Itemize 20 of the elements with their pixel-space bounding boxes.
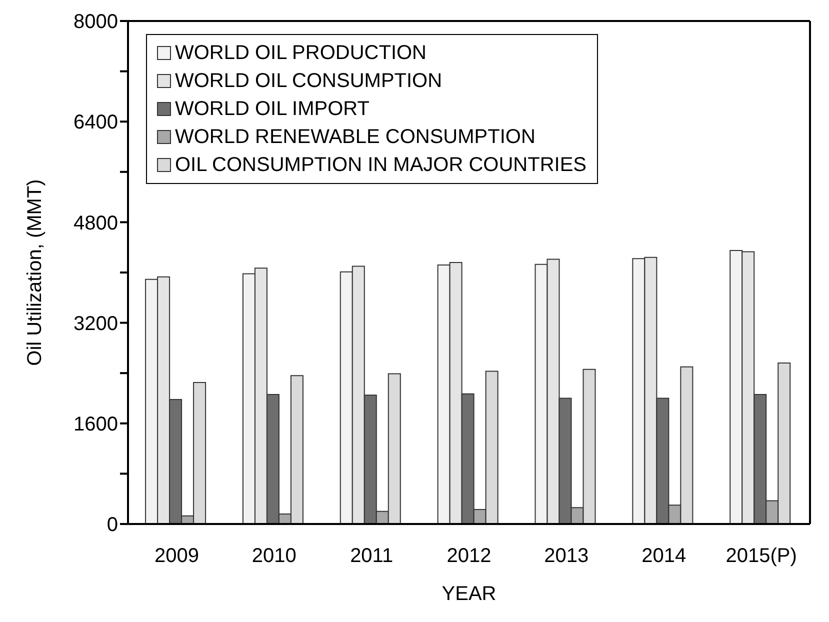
y-tick-label: 4800 — [74, 212, 118, 234]
legend-label: WORLD OIL IMPORT — [175, 97, 370, 122]
y-tick-label: 8000 — [74, 11, 118, 34]
y-axis-title: Oil Utilization, (MMT) — [24, 179, 46, 366]
legend-label: OIL CONSUMPTION IN MAJOR COUNTRIES — [175, 153, 587, 178]
x-tick-label: 2009 — [154, 545, 199, 568]
y-tick-label: 3200 — [74, 312, 118, 335]
y-tick-label: 1600 — [74, 414, 118, 436]
y-tick-label: 6400 — [74, 112, 118, 134]
x-tick-label: 2011 — [350, 545, 394, 568]
x-tick-label: 2010 — [252, 545, 296, 568]
x-axis-title: YEAR — [442, 583, 496, 605]
x-tick-label: 2014 — [642, 545, 686, 568]
legend-label: WORLD RENEWABLE CONSUMPTION — [175, 125, 536, 150]
legend-label: WORLD OIL PRODUCTION — [175, 41, 426, 66]
x-tick-label: 2012 — [446, 545, 492, 568]
x-tick-label: 2015(P) — [726, 545, 797, 568]
y-tick-label: 0 — [106, 514, 118, 536]
legend-label: WORLD OIL CONSUMPTION — [175, 69, 442, 94]
x-tick-label: 2013 — [544, 545, 589, 568]
